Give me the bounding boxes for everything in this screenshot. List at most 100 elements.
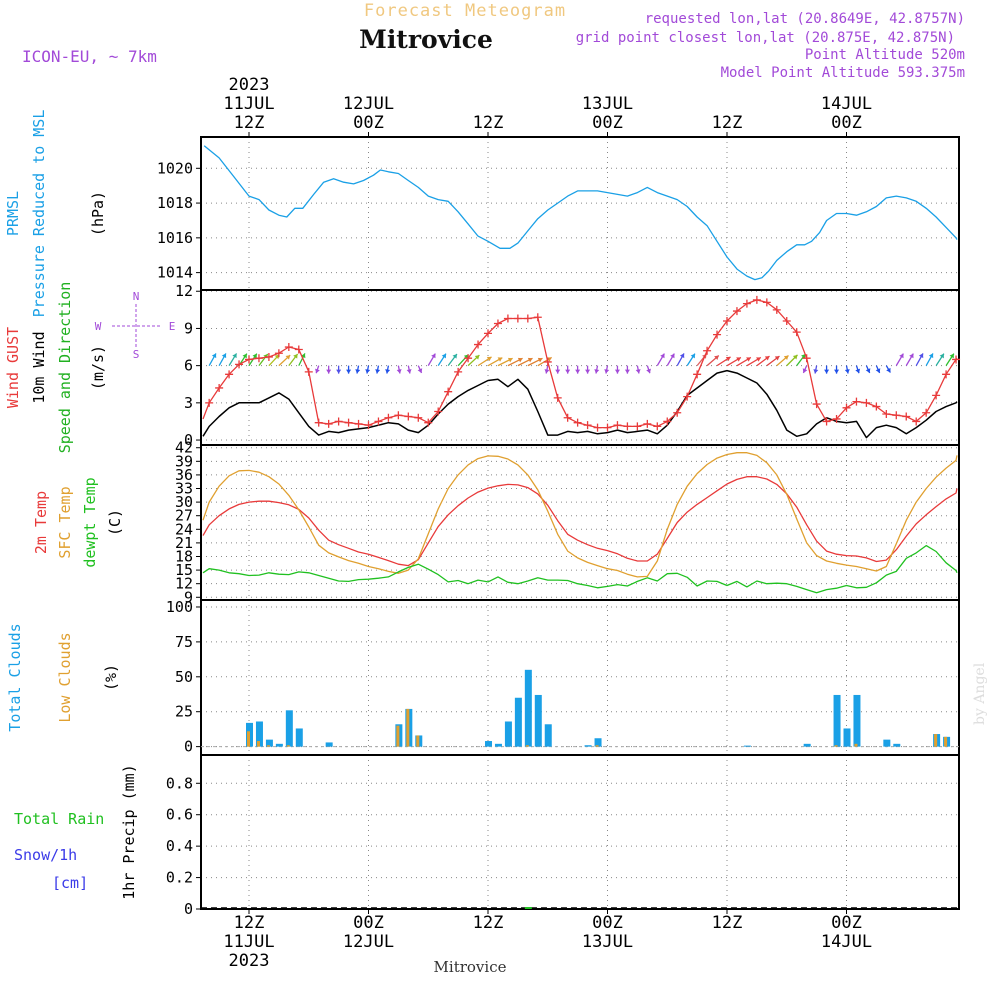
- wind-arrow-head: [252, 353, 257, 359]
- gust-marker: [464, 354, 473, 363]
- top-time-label: 13JUL: [582, 94, 633, 114]
- temperature-tick-label: 42: [175, 439, 193, 457]
- wind-arrow-head: [604, 369, 610, 374]
- gust-marker: [384, 413, 393, 422]
- total-cloud-bar: [883, 739, 891, 747]
- total-cloud-bar: [514, 697, 522, 747]
- temperature-tick-label: 9: [184, 588, 193, 606]
- wind-arrow-head: [406, 369, 412, 374]
- wind-arrow-head: [824, 369, 830, 374]
- pressure-tick-label: 1016: [157, 229, 193, 247]
- gust-marker: [454, 367, 463, 376]
- wind-tick-label: 0: [184, 431, 193, 449]
- total-cloud-bar: [594, 738, 602, 747]
- bottom-time-label: 2023: [229, 951, 270, 971]
- wind-arrow-head: [365, 369, 371, 374]
- clouds-series-label: Total Clouds: [6, 623, 24, 731]
- gust-marker: [573, 418, 582, 427]
- gust-marker: [523, 314, 532, 323]
- gust-marker: [493, 319, 502, 328]
- wind-arrow-head: [756, 357, 761, 362]
- temperature-series-label: dewpt Temp: [81, 477, 99, 567]
- wind-arrow-head: [949, 353, 954, 359]
- gust-marker: [882, 410, 891, 418]
- gust-marker: [802, 354, 811, 363]
- gust-marker: [713, 330, 722, 339]
- gust-marker: [593, 423, 602, 432]
- gust-marker: [942, 370, 951, 379]
- low-cloud-bar: [256, 741, 260, 747]
- wind-arrow-head: [517, 357, 523, 363]
- total-cloud-bar: [833, 694, 841, 747]
- low-cloud-bar: [595, 745, 599, 747]
- gust-marker: [683, 392, 692, 401]
- wind-arrow-head: [746, 357, 751, 362]
- gust-marker: [822, 417, 831, 426]
- gust-marker: [354, 419, 363, 428]
- clouds-tick-label: 0: [184, 738, 193, 756]
- top-time-label: 14JUL: [821, 94, 872, 114]
- gust-marker: [294, 345, 303, 354]
- wind-arrow-head: [764, 356, 770, 361]
- gust-marker: [513, 314, 522, 323]
- wind-arrow-head: [865, 368, 871, 373]
- sfc-temp-line: [202, 452, 958, 578]
- gust-marker: [364, 421, 373, 430]
- precip-snow-label: Snow/1h: [14, 846, 77, 864]
- gust-marker: [673, 408, 682, 417]
- clouds-tick-label: 25: [175, 703, 193, 721]
- temp-2m-line: [202, 476, 958, 567]
- wind-arrow-head: [875, 368, 881, 373]
- wind-arrow-head: [315, 368, 320, 374]
- gust-marker: [663, 417, 672, 426]
- gust-marker: [314, 418, 323, 427]
- gust-marker: [394, 411, 403, 420]
- gust-marker: [324, 419, 333, 428]
- precip-unit-cm-label: [cm]: [52, 874, 88, 892]
- top-time-label: 12Z: [473, 113, 504, 133]
- pressure-tick-label: 1020: [157, 159, 193, 177]
- gust-marker: [842, 403, 851, 412]
- low-cloud-bar: [834, 745, 838, 747]
- pressure-tick-label: 1018: [157, 194, 193, 212]
- compass-n-label: N: [133, 290, 140, 303]
- total-cloud-bar: [285, 710, 293, 747]
- gust-marker: [732, 307, 741, 316]
- wind-arrow-head: [221, 353, 227, 359]
- wind-tick-label: 6: [184, 357, 193, 375]
- temperature-tick-label: 21: [175, 534, 193, 552]
- total-cloud-bar: [275, 743, 283, 747]
- total-cloud-bar: [494, 743, 502, 747]
- wind-arrow-head: [670, 353, 675, 359]
- wind-arrow-head: [624, 369, 630, 374]
- compass-rose-icon: N S W E: [95, 290, 176, 361]
- wind-arrow-head: [928, 353, 934, 359]
- gust-marker: [404, 412, 413, 421]
- total-cloud-bar: [504, 721, 512, 747]
- top-time-label: 11JUL: [223, 94, 274, 114]
- low-cloud-bar: [266, 745, 270, 747]
- top-time-label: 12Z: [234, 113, 265, 133]
- wind-arrow-head: [909, 353, 914, 359]
- gust-marker: [583, 421, 592, 430]
- wind-series-label: 10m Wind: [30, 331, 48, 403]
- bottom-time-label: 00Z: [592, 913, 623, 933]
- model-altitude: Model Point Altitude 593.375m: [721, 65, 965, 81]
- gust-marker: [852, 397, 861, 406]
- wind-arrow-head: [242, 353, 247, 359]
- temperature-tick-label: 18: [175, 547, 193, 565]
- gust-marker: [235, 360, 244, 369]
- temperature-tick-label: 27: [175, 507, 193, 525]
- wind-arrow-head: [211, 353, 217, 359]
- wind-arrow-head: [802, 368, 808, 373]
- temperature-tick-label: 36: [175, 466, 193, 484]
- gust-marker: [563, 413, 572, 422]
- wind-tick-label: 12: [175, 282, 193, 300]
- top-time-label: 00Z: [592, 113, 623, 133]
- gust-marker: [723, 317, 731, 325]
- total-cloud-bar: [544, 724, 552, 747]
- gust-marker: [254, 354, 263, 363]
- wind-arrow-head: [355, 369, 361, 374]
